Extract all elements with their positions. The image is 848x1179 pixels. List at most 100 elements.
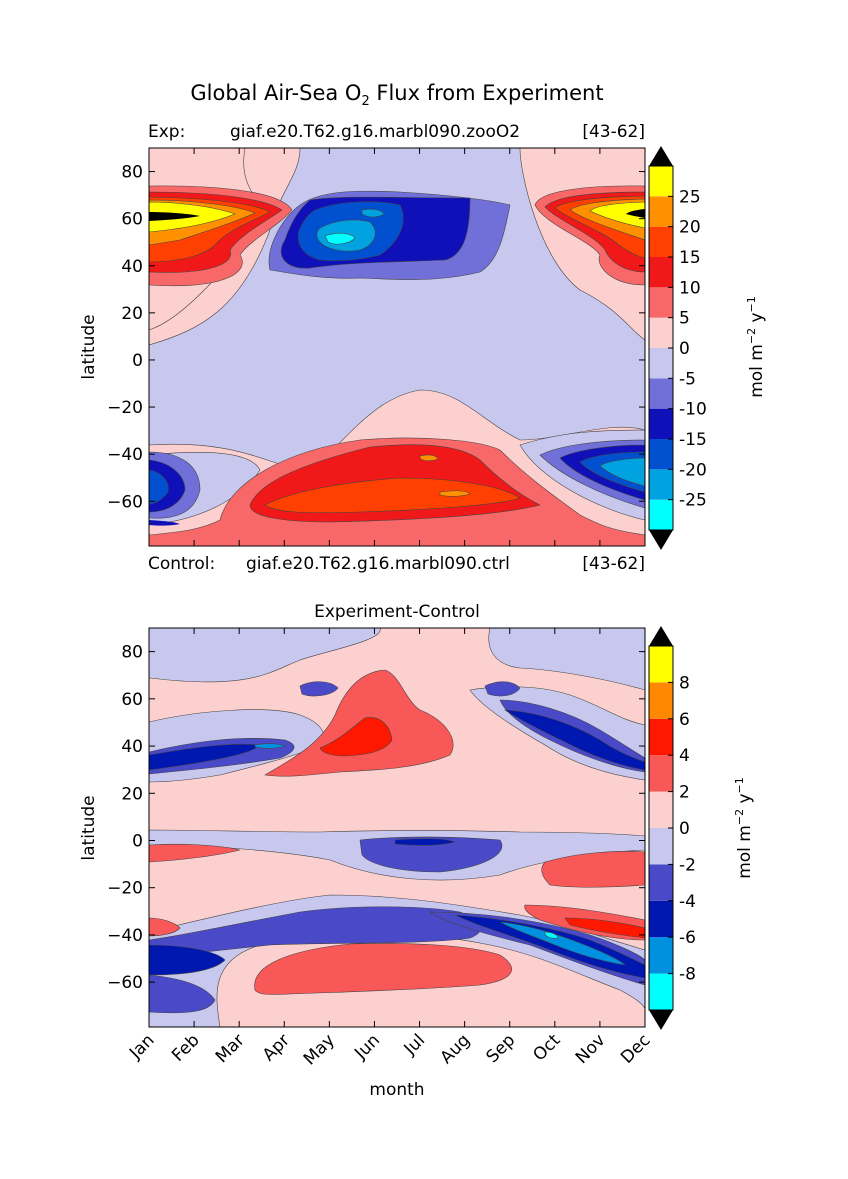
colorbar-tick-label: 0 (679, 339, 690, 359)
colorbar-tick-label: 10 (679, 278, 701, 298)
colorbar-tick-label: 2 (679, 783, 690, 803)
y-tick-label: 80 (121, 163, 143, 183)
x-tick-label: Dec (617, 1030, 654, 1067)
panel-2-frame (148, 627, 646, 1028)
panel-2-x-label: month (369, 1080, 424, 1100)
colorbar-segment (649, 864, 673, 901)
contour-band-minus25-south-east (599, 457, 645, 487)
panel-1-y-label: latitude (79, 314, 99, 379)
colorbar-tick-label: -6 (679, 928, 696, 948)
colorbar-segment (649, 937, 673, 974)
contour-band-2-south (254, 943, 512, 995)
contour-band-4-south-east (564, 917, 645, 939)
colorbar-tick-label: -10 (679, 400, 707, 420)
y-tick-label: −20 (107, 398, 143, 418)
contour-band-minus30-north (324, 232, 356, 245)
colorbar-segment (649, 469, 673, 500)
colorbar-tick-label: 20 (679, 218, 701, 238)
colorbar-segment (649, 408, 673, 439)
y-tick-label: 40 (121, 257, 143, 277)
colorbar-tick-label: 6 (679, 710, 690, 730)
colorbar-segment (649, 317, 673, 348)
colorbar-extend-top (649, 626, 673, 646)
contour-band-2-tropics-west (149, 843, 241, 863)
colorbar-2: 8 6 4 2 0 -2 -4 -6 -8 (648, 626, 696, 1030)
colorbar-segment (649, 348, 673, 379)
panel-2-title: Experiment-Control (314, 602, 480, 622)
colorbar-tick-label: 25 (679, 187, 701, 207)
colorbar-extend-bottom (649, 1010, 673, 1030)
contour-band-negative-weak-north (149, 628, 381, 683)
figure-title: Global Air-Sea O2 Flux from Experiment (190, 81, 603, 109)
contour-band-20-south-2 (419, 454, 439, 462)
colorbar-segment (649, 682, 673, 719)
contour-band-minus25-south-west-strip (149, 520, 180, 526)
colorbar-segment (649, 166, 673, 197)
exp-name: giaf.e20.T62.g16.marbl090.zooO2 (230, 122, 520, 142)
panel-2-y-axis: 80 60 40 20 0 −20 −40 −60 (107, 643, 645, 993)
x-tick-label: Jul (400, 1030, 429, 1059)
y-tick-label: 40 (121, 737, 143, 757)
panel-1-y-axis: 80 60 40 20 0 −20 −40 −60 (107, 163, 645, 512)
x-tick-label: Sep (482, 1030, 519, 1067)
x-tick-label: Aug (437, 1030, 475, 1068)
colorbar-segment (649, 791, 673, 828)
colorbar-tick-label: -15 (679, 430, 707, 450)
contour-band-minus6-south-west (149, 944, 226, 976)
y-tick-label: 0 (132, 351, 143, 371)
colorbar-tick-label: 4 (679, 746, 690, 766)
colorbar-tick-label: -25 (679, 491, 707, 511)
colorbar-1-label: mol m−2 y−1 (745, 296, 767, 398)
contour-band-minus25-north-2 (361, 208, 385, 218)
colorbar-tick-label: 15 (679, 248, 701, 268)
colorbar-tick-label: -5 (679, 369, 696, 389)
colorbar-tick-label: -4 (679, 892, 696, 912)
contour-band-minus4-north-blob (299, 681, 339, 697)
colorbar-segment (649, 755, 673, 792)
colorbar-extend-top (649, 146, 673, 166)
exp-years: [43-62] (582, 122, 645, 142)
y-tick-label: −20 (107, 879, 143, 899)
y-tick-label: 20 (121, 784, 143, 804)
colorbar-segment (649, 646, 673, 683)
colorbar-tick-label: 8 (679, 673, 690, 693)
x-tick-label: May (300, 1030, 339, 1069)
contour-band-minus10-south-east (544, 931, 559, 939)
panel-1-plot (149, 148, 645, 546)
x-tick-label: Oct (529, 1030, 564, 1065)
y-tick-label: −60 (107, 973, 143, 993)
colorbar-segment (649, 196, 673, 227)
colorbar-segment (649, 226, 673, 257)
y-tick-label: 20 (121, 304, 143, 324)
contour-band-4-north (319, 717, 393, 757)
colorbar-extend-bottom (649, 530, 673, 550)
colorbar-segment (649, 718, 673, 756)
contour-band-minus20-south-west (149, 469, 169, 505)
panel-2-y-label: latitude (79, 795, 99, 860)
exp-label: Exp: (148, 122, 185, 142)
ctrl-years: [43-62] (582, 554, 645, 574)
colorbar-tick-label: -8 (679, 965, 696, 985)
x-tick-label: Nov (572, 1030, 610, 1068)
contour-band-20-south (439, 490, 471, 497)
contour-band-max-north-west (149, 212, 200, 221)
x-tick-label: Apr (259, 1030, 294, 1065)
y-tick-label: 80 (121, 643, 143, 663)
ctrl-name: giaf.e20.T62.g16.marbl090.ctrl (246, 554, 510, 574)
contour-band-minus8-north-west (254, 743, 286, 749)
contour-band-minus4-south-west-tail (149, 974, 216, 1014)
y-tick-label: −60 (107, 492, 143, 512)
contour-band-negative-weak-north-east (488, 628, 645, 691)
colorbar-segment (649, 439, 673, 470)
y-tick-label: −40 (107, 445, 143, 465)
panel-1-x-ticks (148, 148, 646, 546)
x-tick-label: Feb (168, 1030, 203, 1065)
colorbar-2-label: mol m−2 y−1 (733, 777, 755, 879)
colorbar-segment (649, 828, 673, 865)
contour-band-max-north-east (626, 209, 645, 218)
contour-band-minus4-tropics (359, 836, 503, 873)
contour-band-2-tropics-east (541, 851, 645, 888)
contour-band-minus6-south-east (454, 914, 645, 979)
colorbar-tick-label: -2 (679, 855, 696, 875)
